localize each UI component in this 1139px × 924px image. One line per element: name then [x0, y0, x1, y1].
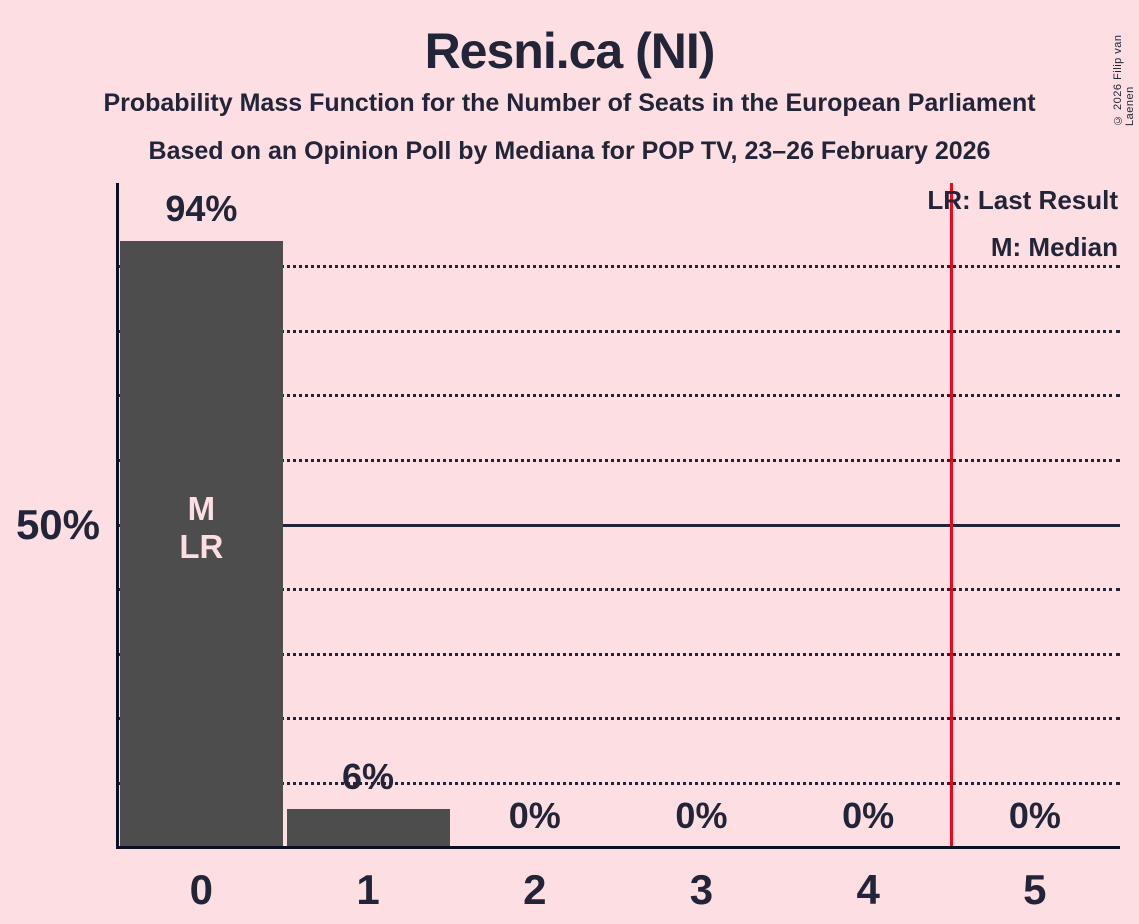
bar-value-label-seats-2: 0%	[508, 795, 561, 836]
bar-value-label-seats-0: 94%	[165, 187, 238, 229]
bar-value-label-seats-3: 0%	[675, 795, 728, 836]
gridline-dotted-40pct	[118, 588, 1120, 592]
x-tick-label-2: 2	[523, 866, 547, 913]
y-axis-tick-label: 50%	[15, 501, 100, 548]
x-tick-label-1: 1	[356, 866, 380, 913]
bar-value-label-seats-1: 6%	[342, 756, 395, 798]
chart-title: Resni.ca (NI)	[424, 23, 716, 79]
median-last-result-annotation: M LR	[179, 490, 224, 565]
x-axis-line	[116, 846, 1120, 849]
gridline-dotted-80pct	[118, 329, 1120, 333]
last-result-line	[950, 183, 953, 848]
gridline-dotted-90pct	[118, 265, 1120, 269]
chart-subtitle-line2: Based on an Opinion Poll by Mediana for …	[148, 137, 991, 165]
x-tick-label-5: 5	[1023, 866, 1047, 913]
legend-last-result: LR: Last Result	[927, 185, 1118, 215]
gridline-dotted-60pct	[118, 458, 1120, 462]
gridline-dotted-30pct	[118, 652, 1120, 656]
bar-seats-1	[286, 809, 450, 848]
x-tick-label-4: 4	[856, 866, 880, 913]
chart-subtitle-line1: Probability Mass Function for the Number…	[103, 89, 1036, 117]
gridline-dotted-10pct	[118, 781, 1120, 785]
legend-median: M: Median	[990, 232, 1118, 262]
gridline-dotted-70pct	[118, 394, 1120, 398]
gridline-solid-50pct	[118, 523, 1120, 527]
x-tick-label-0: 0	[189, 866, 214, 913]
y-axis-line	[116, 183, 119, 848]
plot-area: 94% 6% 0% 0% 0% 0% M LR	[118, 183, 1120, 848]
bar-value-label-seats-4: 0%	[842, 795, 895, 836]
x-tick-label-3: 3	[689, 866, 714, 913]
copyright-notice: © 2026 Filip van Laenen	[1112, 34, 1136, 126]
bar-seats-0	[119, 240, 283, 848]
gridline-dotted-20pct	[118, 717, 1120, 721]
bar-value-label-seats-5: 0%	[1008, 795, 1061, 836]
